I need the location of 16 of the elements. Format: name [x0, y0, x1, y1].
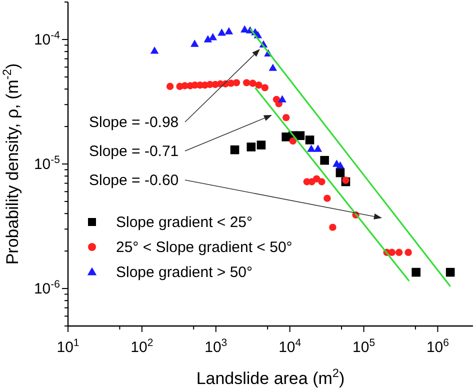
x-tick-label: 10$^{5}$ — [352, 337, 376, 356]
x-axis-title: Landslide area (m$^{2}$) — [196, 366, 345, 388]
legend-label: 25° < Slope gradient < 50° — [116, 239, 292, 256]
y-tick-label: 10$^{-5}$ — [34, 154, 60, 173]
y-tick-label: 10$^{-4}$ — [34, 29, 60, 48]
y-tick-label: 10$^{-6}$ — [34, 278, 60, 298]
annotation: Slope = -0.71 — [89, 143, 179, 160]
x-tick-label: 10$^{4}$ — [278, 337, 302, 356]
x-tick-label: 10$^{6}$ — [426, 337, 450, 356]
annotation: Slope = -0.60 — [89, 172, 179, 189]
x-tick-label: 10$^{3}$ — [204, 337, 228, 356]
x-tick-label: 10$^{1}$ — [56, 337, 80, 356]
legend-label: Slope gradient < 25° — [116, 214, 253, 231]
legend-label: Slope gradient > 50° — [116, 264, 253, 281]
x-tick-label: 10$^{2}$ — [130, 337, 154, 356]
annotation: Slope = -0.98 — [89, 114, 179, 131]
